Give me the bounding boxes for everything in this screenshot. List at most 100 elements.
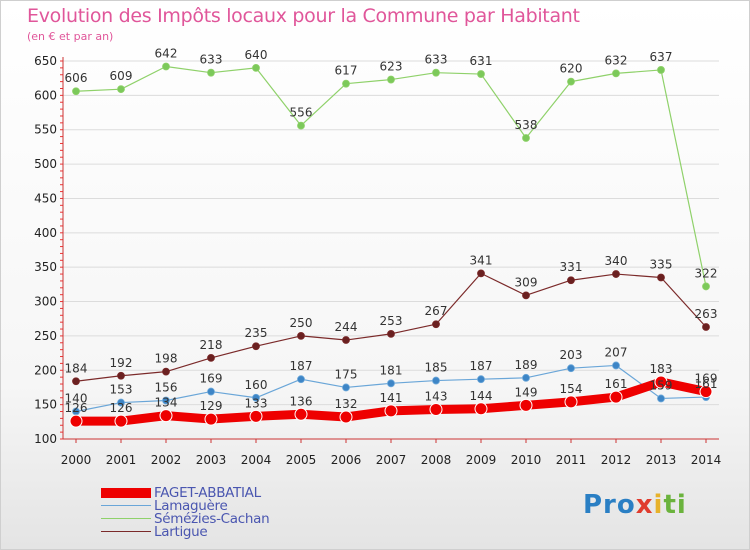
y-tick-label: 350 bbox=[34, 260, 57, 274]
y-tick-label: 300 bbox=[34, 295, 57, 309]
data-point bbox=[342, 336, 350, 344]
data-point bbox=[522, 373, 530, 382]
data-point bbox=[252, 393, 260, 402]
x-tick-label: 2004 bbox=[241, 453, 272, 467]
data-label: 181 bbox=[380, 363, 403, 377]
y-tick-label: 100 bbox=[34, 432, 57, 446]
data-point bbox=[339, 410, 353, 424]
data-point bbox=[162, 367, 170, 376]
data-label: 161 bbox=[695, 377, 718, 391]
x-tick-label: 2010 bbox=[511, 453, 542, 467]
data-label: 309 bbox=[515, 275, 538, 289]
proxiti-logo: Proxiti bbox=[583, 490, 687, 520]
data-label: 154 bbox=[560, 382, 583, 396]
data-point bbox=[654, 375, 668, 389]
legend-item: FAGET-ABBATIAL bbox=[101, 484, 269, 501]
chart-subtitle: (en € et par an) bbox=[27, 30, 114, 43]
data-point bbox=[522, 291, 530, 300]
y-tick-label: 150 bbox=[34, 398, 57, 412]
data-point bbox=[477, 70, 485, 78]
data-point bbox=[519, 398, 533, 412]
data-point bbox=[609, 390, 623, 404]
y-tick-label: 600 bbox=[34, 88, 57, 102]
data-label: 203 bbox=[560, 348, 583, 362]
chart-title: Evolution des Impôts locaux pour la Comm… bbox=[27, 5, 580, 27]
data-label: 633 bbox=[200, 53, 223, 67]
data-point bbox=[162, 62, 170, 71]
x-tick-label: 2009 bbox=[466, 453, 497, 467]
data-point bbox=[207, 387, 215, 396]
data-point bbox=[612, 69, 620, 78]
data-label: 160 bbox=[245, 378, 268, 392]
data-point bbox=[207, 68, 215, 77]
y-tick-label: 500 bbox=[34, 157, 57, 171]
data-label: 169 bbox=[200, 372, 223, 386]
legend-swatch bbox=[101, 530, 151, 533]
data-label: 218 bbox=[200, 338, 223, 352]
data-point bbox=[159, 409, 173, 423]
legend-label: Lamaguère bbox=[154, 497, 228, 514]
data-label: 631 bbox=[470, 54, 493, 68]
legend-swatch bbox=[101, 517, 151, 520]
data-label: 198 bbox=[155, 352, 178, 366]
data-label: 606 bbox=[65, 71, 88, 85]
data-label: 556 bbox=[290, 106, 313, 120]
data-label: 126 bbox=[65, 401, 88, 415]
data-label: 184 bbox=[65, 361, 88, 375]
data-point bbox=[432, 68, 440, 77]
data-point bbox=[117, 371, 125, 380]
data-point bbox=[699, 385, 713, 399]
x-tick-label: 2007 bbox=[376, 453, 407, 467]
data-point bbox=[252, 342, 260, 351]
data-point bbox=[612, 270, 620, 278]
legend-item: Sémézies-Cachan bbox=[101, 511, 270, 527]
data-point bbox=[252, 63, 260, 72]
x-tick-label: 2014 bbox=[691, 453, 722, 467]
data-point bbox=[657, 394, 665, 403]
data-point bbox=[387, 329, 395, 338]
y-tick-label: 650 bbox=[34, 54, 57, 68]
data-label: 250 bbox=[290, 316, 313, 330]
legend-swatch bbox=[101, 504, 151, 507]
data-label: 263 bbox=[695, 307, 718, 321]
legend-swatch bbox=[101, 487, 151, 498]
y-tick-label: 250 bbox=[34, 329, 57, 343]
legend-label: FAGET-ABBATIAL bbox=[154, 484, 261, 501]
data-point bbox=[342, 79, 350, 88]
data-label: 169 bbox=[695, 372, 718, 386]
x-tick-label: 2008 bbox=[421, 453, 452, 467]
data-label: 642 bbox=[155, 46, 178, 60]
data-point bbox=[702, 282, 710, 291]
data-label: 161 bbox=[605, 377, 628, 391]
legend-item: Lamaguère bbox=[101, 497, 269, 514]
x-tick-label: 2003 bbox=[196, 453, 227, 467]
data-point bbox=[297, 332, 305, 340]
x-tick-label: 2011 bbox=[556, 453, 587, 467]
data-point bbox=[294, 407, 308, 421]
data-label: 620 bbox=[560, 62, 583, 76]
data-point bbox=[207, 354, 215, 362]
x-tick-label: 2002 bbox=[151, 453, 182, 467]
data-label: 340 bbox=[605, 254, 628, 268]
x-tick-label: 2005 bbox=[286, 453, 317, 467]
data-label: 141 bbox=[380, 391, 403, 405]
data-label: 617 bbox=[335, 64, 358, 78]
data-label: 609 bbox=[110, 69, 133, 83]
data-label: 640 bbox=[245, 48, 268, 62]
data-point bbox=[567, 77, 575, 86]
data-label: 134 bbox=[155, 396, 178, 410]
data-point bbox=[567, 364, 575, 373]
data-point bbox=[249, 409, 263, 423]
data-label: 633 bbox=[425, 53, 448, 67]
data-label: 132 bbox=[335, 397, 358, 411]
data-point bbox=[432, 320, 440, 329]
x-tick-label: 2001 bbox=[106, 453, 137, 467]
data-point bbox=[612, 361, 620, 370]
data-label: 159 bbox=[650, 378, 673, 392]
data-point bbox=[297, 375, 305, 384]
data-point bbox=[162, 396, 170, 405]
data-point bbox=[657, 273, 665, 282]
x-tick-label: 2006 bbox=[331, 453, 362, 467]
